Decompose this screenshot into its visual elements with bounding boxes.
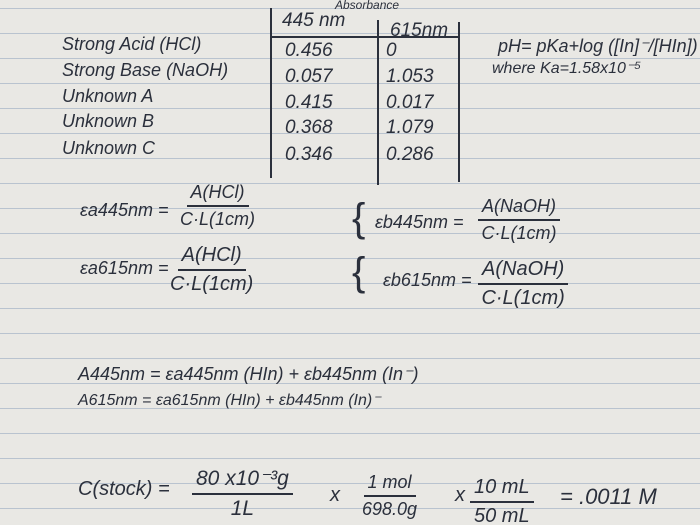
numerator: A(HCl) (186, 182, 249, 207)
times-sign: x (330, 484, 340, 506)
ka-value: where Ka=1.58x10⁻⁵ (492, 60, 642, 77)
epsilon-label: εb445nm = (375, 212, 464, 232)
fraction: A(NaOH) C·L(1cm) (478, 196, 561, 244)
stock-result: = .0011 M (560, 484, 657, 509)
fraction: 10 mL 50 mL (470, 476, 534, 525)
table-cell: 1.079 (386, 117, 434, 138)
table-cell: 0.456 (285, 40, 333, 61)
table-cell: 0.346 (285, 144, 333, 165)
brace: { (352, 250, 366, 294)
table-cell: 1.053 (386, 66, 434, 87)
table-cell: 0 (386, 40, 397, 61)
denominator: C·L(1cm) (481, 223, 557, 243)
group-header: Absorbance (335, 0, 400, 12)
row-label: Unknown A (62, 86, 154, 106)
denominator: 50 mL (474, 505, 530, 525)
brace: { (352, 196, 366, 240)
fraction: A(HCl) C·L(1cm) (170, 244, 253, 296)
column-header: 615nm (390, 20, 449, 41)
stock-label: C(stock) = (78, 478, 170, 500)
table-cell: 0.415 (285, 92, 333, 113)
epsilon-label: εb615nm = (383, 270, 472, 290)
row-label: Unknown B (62, 111, 155, 131)
column-header: 445 nm (282, 10, 346, 31)
denominator: C·L(1cm) (170, 273, 254, 295)
numerator: A(NaOH) (478, 258, 569, 285)
times-sign: x (455, 484, 465, 506)
fraction: A(NaOH) C·L(1cm) (478, 258, 569, 310)
row-label: Strong Base (NaOH) (62, 60, 229, 80)
header-rule (270, 36, 460, 38)
row-label: Unknown C (62, 138, 156, 158)
denominator: 698.0g (362, 499, 418, 519)
table-rule (377, 20, 379, 185)
table-cell: 0.286 (386, 144, 434, 165)
fraction: 80 x10⁻³g 1L (192, 466, 293, 521)
epsilon-label: εa445nm = (80, 200, 169, 220)
numerator: A(HCl) (177, 244, 246, 271)
denominator: C·L(1cm) (481, 287, 565, 309)
fraction: A(HCl) C·L(1cm) (180, 182, 255, 230)
absorbance-equation: A615nm = εa615nm (HIn) + εb445nm (In)⁻ (78, 392, 381, 409)
table-cell: 0.057 (285, 66, 333, 87)
numerator: 1 mol (363, 472, 416, 497)
numerator: 80 x10⁻³g (192, 466, 293, 495)
denominator: C·L(1cm) (180, 209, 255, 229)
epsilon-label: εa615nm = (80, 258, 169, 278)
ph-equation: pH= pKa+log ([In]⁻/[HIn]) (498, 36, 698, 56)
fraction: 1 mol 698.0g (362, 472, 417, 520)
numerator: 10 mL (470, 476, 534, 503)
denominator: 1L (230, 497, 255, 520)
row-label: Strong Acid (HCl) (62, 34, 202, 54)
table-cell: 0.368 (285, 117, 333, 138)
table-cell: 0.017 (386, 92, 434, 113)
numerator: A(NaOH) (478, 196, 561, 221)
absorbance-equation: A445nm = εa445nm (HIn) + εb445nm (In⁻) (78, 364, 419, 384)
table-rule (270, 8, 272, 178)
table-rule (458, 22, 460, 182)
